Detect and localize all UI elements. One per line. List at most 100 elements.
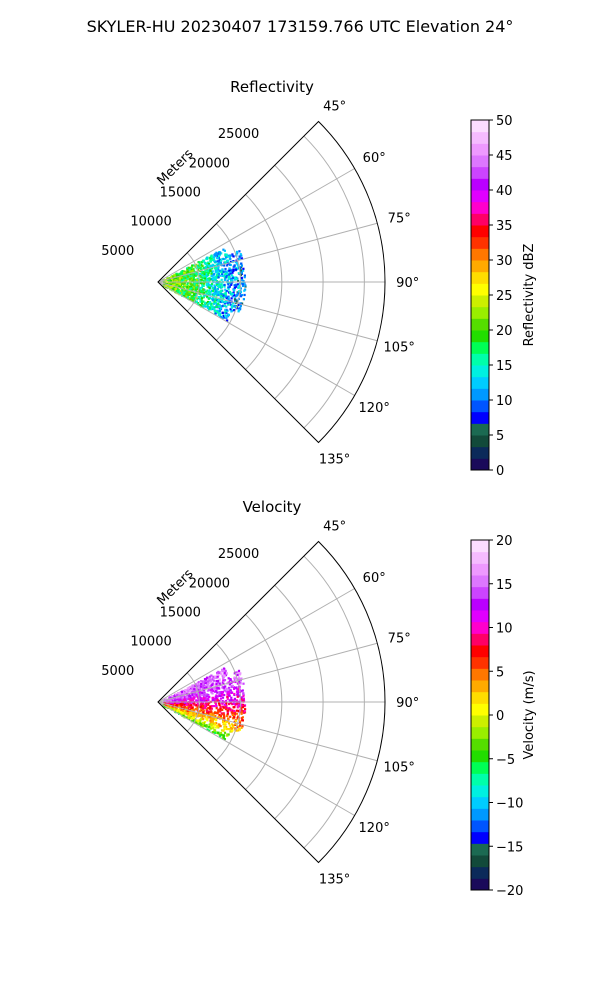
reflectivity-colorbar-segment xyxy=(471,166,489,179)
velocity-gate xyxy=(203,721,207,724)
reflectivity-gate xyxy=(212,302,215,305)
velocity-gate xyxy=(218,678,221,681)
velocity-gate xyxy=(212,689,215,692)
reflectivity-gate xyxy=(214,278,217,281)
velocity-gate xyxy=(197,722,200,726)
velocity-gate xyxy=(173,697,176,700)
reflectivity-gate xyxy=(225,290,228,293)
velocity-gate xyxy=(216,695,219,698)
reflectivity-gate xyxy=(220,278,223,281)
reflectivity-gate xyxy=(210,282,214,286)
velocity-gate xyxy=(191,709,194,712)
reflectivity-gate xyxy=(222,257,225,260)
reflectivity-gate xyxy=(238,284,241,287)
velocity-gate xyxy=(234,722,237,725)
velocity-gate xyxy=(235,709,239,712)
reflectivity-gate xyxy=(189,288,192,291)
velocity-gate xyxy=(205,693,208,696)
velocity-colorbar-segment xyxy=(471,586,489,599)
velocity-gate xyxy=(210,707,213,710)
reflectivity-gate xyxy=(220,283,223,286)
reflectivity-gate xyxy=(239,307,242,310)
reflectivity-gate xyxy=(208,279,211,283)
reflectivity-gate xyxy=(228,285,231,288)
reflectivity-gate xyxy=(211,305,214,308)
velocity-gate xyxy=(231,713,235,716)
reflectivity-gate xyxy=(195,284,198,287)
reflectivity-gate xyxy=(222,294,225,297)
reflectivity-gate xyxy=(226,264,229,267)
velocity-gate xyxy=(238,694,241,697)
velocity-gate xyxy=(230,685,233,689)
velocity-gate xyxy=(234,704,237,707)
reflectivity-gate xyxy=(229,268,232,271)
velocity-gate xyxy=(200,714,203,717)
reflectivity-gate xyxy=(237,279,240,283)
reflectivity-gate xyxy=(191,264,194,267)
velocity-gate xyxy=(176,699,179,703)
velocity-gate xyxy=(187,716,190,719)
velocity-gate xyxy=(208,677,211,680)
velocity-colorbar-tick-label: 20 xyxy=(496,534,513,549)
reflectivity-gate xyxy=(215,299,218,302)
velocity-gate xyxy=(204,681,207,685)
reflectivity-gate xyxy=(215,269,218,272)
reflectivity-azimuth-tick-label: 120° xyxy=(359,401,390,416)
velocity-gate xyxy=(207,676,210,679)
reflectivity-gate xyxy=(207,285,210,288)
velocity-gate xyxy=(213,697,216,701)
reflectivity-colorbar-segment xyxy=(471,365,489,378)
reflectivity-gate xyxy=(232,269,235,273)
reflectivity-gate xyxy=(178,291,182,295)
velocity-gate xyxy=(212,727,215,730)
reflectivity-gate xyxy=(217,293,220,297)
velocity-gate xyxy=(203,704,206,707)
reflectivity-gate xyxy=(205,293,208,296)
reflectivity-gate xyxy=(186,286,189,289)
velocity-gate xyxy=(201,693,204,696)
velocity-gate xyxy=(192,720,195,723)
reflectivity-gate xyxy=(198,290,201,293)
velocity-gate xyxy=(242,697,245,700)
velocity-gate xyxy=(208,701,211,704)
velocity-gate xyxy=(189,701,192,705)
reflectivity-gate xyxy=(182,293,185,296)
reflectivity-gate xyxy=(230,280,233,283)
reflectivity-gate xyxy=(218,254,221,258)
velocity-gate xyxy=(216,673,219,676)
reflectivity-gate xyxy=(226,279,229,282)
reflectivity-gate xyxy=(180,286,183,289)
reflectivity-gate xyxy=(231,295,234,298)
velocity-gate xyxy=(215,683,218,686)
reflectivity-azimuth-tick-label: 90° xyxy=(396,276,419,291)
reflectivity-gate xyxy=(240,266,243,269)
reflectivity-gate xyxy=(208,262,211,266)
velocity-gate xyxy=(236,715,240,718)
velocity-gate xyxy=(207,678,210,681)
velocity-gate xyxy=(218,682,221,685)
reflectivity-gate xyxy=(228,301,231,304)
reflectivity-colorbar-segment xyxy=(471,236,489,249)
velocity-gate xyxy=(226,709,229,712)
velocity-gate xyxy=(225,687,228,690)
reflectivity-gate xyxy=(186,274,189,277)
velocity-colorbar-segment xyxy=(471,773,489,786)
velocity-colorbar-tick-label: 0 xyxy=(496,709,504,724)
velocity-gate xyxy=(199,691,202,694)
velocity-colorbar-segment xyxy=(471,691,489,704)
velocity-gate xyxy=(220,673,223,676)
reflectivity-colorbar-segment xyxy=(471,143,489,156)
velocity-gate xyxy=(211,718,214,721)
reflectivity-gate xyxy=(173,275,176,278)
velocity-gate xyxy=(207,707,210,710)
reflectivity-gate xyxy=(229,308,232,311)
velocity-gate xyxy=(191,684,194,688)
velocity-gate xyxy=(206,728,209,731)
reflectivity-gate xyxy=(213,294,216,297)
velocity-gate xyxy=(231,684,234,688)
velocity-gate xyxy=(228,692,231,695)
reflectivity-gate xyxy=(233,264,236,267)
reflectivity-gate xyxy=(219,296,222,299)
reflectivity-gate xyxy=(178,277,181,280)
velocity-gate xyxy=(234,686,237,689)
